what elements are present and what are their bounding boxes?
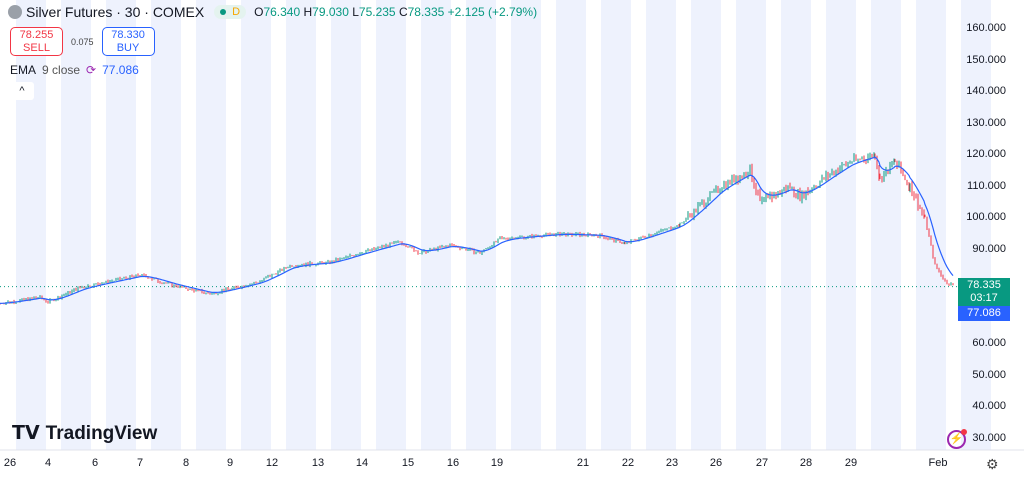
session-band: [916, 0, 946, 450]
session-band: [601, 0, 631, 450]
symbol-title[interactable]: Silver Futures · 30 · COMEX: [26, 4, 205, 20]
session-band: [556, 0, 586, 450]
symbol-legend: Silver Futures · 30 · COMEX D O76.340 H7…: [8, 4, 537, 20]
trade-panel: 78.255 SELL 0.075 78.330 BUY: [10, 27, 155, 56]
market-status[interactable]: D: [214, 5, 247, 19]
time-label: 16: [446, 457, 460, 469]
time-label: 6: [91, 457, 99, 469]
session-band: [196, 0, 226, 450]
buy-button[interactable]: 78.330 BUY: [101, 27, 155, 56]
session-band: [961, 0, 991, 450]
time-label: 26: [709, 457, 723, 469]
time-label: 26: [3, 457, 17, 469]
time-label: 8: [182, 457, 190, 469]
time-label: Feb: [928, 457, 948, 469]
time-label: 28: [799, 457, 813, 469]
tradingview-logo[interactable]: 𝗧𝗩 TradingView: [12, 422, 158, 445]
lightning-alert-icon[interactable]: ⚡: [947, 429, 967, 449]
price-label: 150.000: [966, 53, 1006, 66]
time-label: 14: [355, 457, 369, 469]
time-label: 21: [576, 457, 590, 469]
spread: 0.075: [71, 36, 94, 47]
price-label: 140.000: [966, 85, 1006, 98]
price-label: 120.000: [966, 148, 1006, 161]
ema-params: 9 close: [42, 63, 81, 77]
session-band: [286, 0, 316, 450]
price-label: 50.000: [972, 368, 1006, 381]
last-price-tag: 78.335 03:17: [958, 278, 1010, 306]
ema-legend[interactable]: EMA 9 close ⟳ 77.086: [10, 63, 139, 77]
price-label: 60.000: [972, 337, 1006, 350]
price-label: 100.000: [966, 211, 1006, 224]
session-band: [511, 0, 541, 450]
time-label: 29: [844, 457, 858, 469]
time-label: 23: [665, 457, 679, 469]
session-band: [241, 0, 271, 450]
time-label: 4: [44, 457, 52, 469]
session-band: [646, 0, 676, 450]
time-label: 27: [755, 457, 769, 469]
ema-line: [0, 156, 954, 304]
settings-gear-icon[interactable]: ⚙: [986, 456, 999, 472]
time-label: 7: [136, 457, 144, 469]
session-band: [871, 0, 901, 450]
ema-name: EMA: [10, 63, 37, 77]
ohlc-values: O76.340 H79.030 L75.235 C78.335 +2.125 (…: [254, 5, 538, 19]
time-label: 19: [490, 457, 504, 469]
price-label: 40.000: [972, 400, 1006, 413]
market-open-icon: [220, 9, 227, 15]
collapse-legend-button[interactable]: ^: [10, 82, 34, 100]
ema-price-tag: 77.086: [958, 306, 1010, 321]
loading-icon: ⟳: [86, 63, 97, 77]
session-band: [61, 0, 91, 450]
session-band: [826, 0, 856, 450]
tv-logo-icon: 𝗧𝗩: [12, 423, 40, 444]
session-band: [736, 0, 766, 450]
time-label: 9: [226, 457, 234, 469]
sell-button[interactable]: 78.255 SELL: [10, 27, 63, 56]
time-label: 12: [265, 457, 279, 469]
delayed-badge: D: [232, 6, 241, 18]
session-band: [781, 0, 811, 450]
time-label: 13: [311, 457, 325, 469]
price-label: 30.000: [972, 432, 1006, 445]
silver-symbol-icon: [8, 5, 22, 19]
price-label: 130.000: [966, 116, 1006, 129]
session-band: [691, 0, 721, 450]
session-band: [376, 0, 406, 450]
ema-value: 77.086: [102, 63, 139, 77]
time-label: 15: [401, 457, 415, 469]
price-label: 160.000: [966, 22, 1006, 34]
price-label: 110.000: [967, 179, 1006, 192]
time-label: 22: [621, 457, 635, 469]
price-label: 90.000: [972, 242, 1006, 255]
session-band: [106, 0, 136, 450]
session-band: [421, 0, 451, 450]
session-band: [466, 0, 496, 450]
session-band: [331, 0, 361, 450]
session-band: [151, 0, 181, 450]
session-band: [16, 0, 46, 450]
